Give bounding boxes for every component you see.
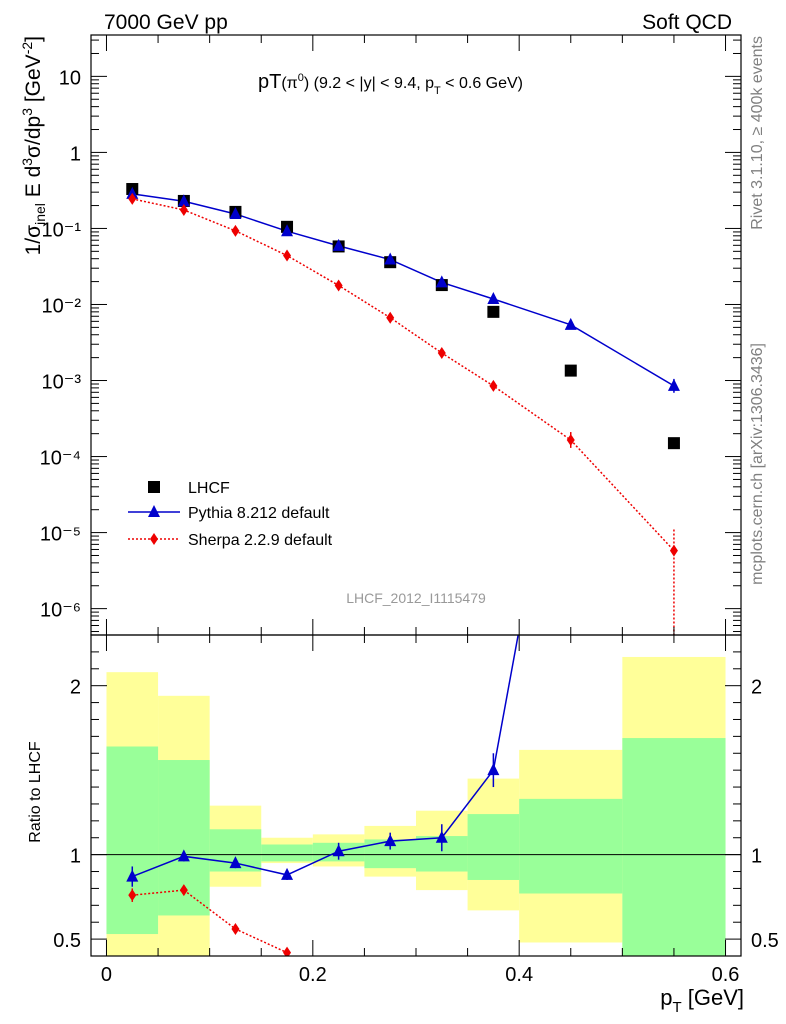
main-panel: pT(π0) (9.2 < |y| < 9.4, pT < 0.6 GeV) 1… [19, 34, 742, 636]
sherpa-point [386, 311, 395, 324]
title-rest-1: ) (9.2 < |y| < 9.4, p [304, 75, 434, 92]
sherpa-point [283, 249, 292, 262]
sherpa-point [334, 279, 343, 292]
ratio-sherpa-point [128, 889, 137, 902]
pythia-point [435, 275, 448, 288]
analysis-label: LHCF_2012_I1115479 [346, 590, 486, 606]
ratio-y-ticks: 0.5 0.5 1 1 2 2 [53, 651, 779, 952]
ratio-sherpa-line [132, 889, 288, 954]
sherpa-point [669, 544, 678, 557]
pythia-point [281, 224, 294, 237]
ratio-y-tick-label-right: 2 [751, 677, 762, 699]
main-y-axis-label: 1/σinel E d3σ/dp3 [GeV-2] [19, 36, 48, 255]
ratio-curves [126, 635, 519, 956]
main-y-tick-label: 10 [59, 67, 81, 89]
pythia-point [332, 238, 345, 251]
ratio-band-inner [622, 738, 726, 956]
ratio-y-tick-label-left: 1 [70, 846, 81, 868]
pythia-point [384, 252, 397, 265]
ratio-pythia-point [281, 867, 294, 880]
sherpa-point [128, 192, 137, 205]
ratio-pythia-point [487, 763, 500, 776]
pythia-line [132, 193, 675, 387]
ratio-pythia-point [435, 830, 448, 843]
legend-label: LHCF [188, 480, 230, 497]
ratio-pythia-point [229, 856, 242, 869]
header-category: Soft QCD [642, 11, 732, 34]
title-sub: T [434, 85, 441, 97]
ratio-pythia-line [131, 635, 519, 878]
title-prefix: pT [258, 71, 281, 93]
main-y-tick-label: 1 [70, 143, 81, 165]
main-y-tick-label: 10⁻⁵ [40, 524, 81, 546]
ratio-y-axis-label: Ratio to LHCF [27, 741, 44, 843]
legend-marker [148, 505, 160, 517]
lhcf-point [564, 364, 577, 377]
x-ticks: 0 0.2 0.4 0.6 [101, 35, 740, 986]
main-y-ticks: 10⁻⁶ 10⁻⁵ 10⁻⁴ 10⁻³ 10⁻² 10⁻¹ 1 10 [40, 39, 741, 633]
x-tick-label: 0.2 [299, 964, 327, 986]
main-markers [126, 183, 680, 557]
sherpa-point [437, 347, 446, 360]
main-title: pT(π0) (9.2 < |y| < 9.4, pT < 0.6 GeV) [258, 71, 523, 97]
ratio-y-tick-label-left: 2 [70, 677, 81, 699]
side-mcplots-label: mcplots.cern.ch [arXiv:1306.3436] [749, 343, 766, 585]
pythia-point [667, 378, 680, 391]
title-rest-2: < 0.6 GeV) [441, 75, 523, 92]
ratio-sherpa-point [179, 884, 188, 897]
main-y-tick-label: 10⁻⁶ [40, 600, 81, 622]
main-y-tick-label: 10⁻³ [42, 372, 82, 394]
ratio-pythia-point [332, 844, 345, 857]
ratio-sherpa-point [231, 922, 240, 935]
ratio-y-tick-label-right: 1 [751, 846, 762, 868]
sherpa-point [179, 203, 188, 216]
lhcf-point [667, 437, 680, 450]
ratio-band-inner [519, 798, 623, 894]
main-curves [132, 193, 675, 635]
legend-label: Sherpa 2.2.9 default [188, 532, 333, 549]
sherpa-line [132, 198, 675, 552]
legend-marker [148, 481, 160, 493]
ratio-pythia-point [384, 834, 397, 847]
side-rivet-label: Rivet 3.1.10, ≥ 400k events [749, 36, 766, 230]
ratio-band-inner [261, 844, 313, 862]
pythia-point [487, 292, 500, 305]
lhcf-point [487, 305, 500, 318]
x-tick-label: 0.4 [505, 964, 533, 986]
ratio-y-tick-label-right: 0.5 [751, 930, 779, 952]
ratio-pythia-point [177, 849, 190, 862]
pythia-point [229, 206, 242, 219]
ratio-panel: 0.5 0.5 1 1 2 2 Ratio to LHCF [27, 634, 779, 957]
title-particle-sup: 0 [298, 72, 304, 84]
ratio-bands [106, 656, 726, 956]
sherpa-point [231, 224, 240, 237]
main-y-tick-label: 10⁻⁴ [40, 448, 81, 470]
legend-label: Pythia 8.212 default [188, 505, 330, 522]
title-particle: (π [281, 75, 297, 92]
ratio-pythia-point [126, 869, 139, 882]
pythia-point [177, 194, 190, 207]
ratio-y-tick-label-left: 0.5 [53, 930, 81, 952]
x-tick-label: 0.6 [712, 964, 740, 986]
main-y-tick-label: 10⁻² [42, 295, 82, 317]
ratio-band-inner [106, 746, 159, 935]
main-y-tick-label: 10⁻¹ [42, 219, 82, 241]
legend: LHCF Pythia 8.212 default Sherpa 2.2.9 def… [128, 480, 333, 549]
sherpa-point [566, 434, 575, 447]
x-axis-label: pT [GeV] [660, 985, 744, 1016]
ratio-sherpa-point [283, 946, 292, 956]
sherpa-point [489, 379, 498, 392]
pythia-point [564, 317, 577, 330]
ratio-band-inner [467, 814, 520, 880]
x-tick-label: 0 [101, 964, 112, 986]
legend-marker [150, 533, 158, 545]
header-energy: 7000 GeV pp [104, 11, 228, 34]
